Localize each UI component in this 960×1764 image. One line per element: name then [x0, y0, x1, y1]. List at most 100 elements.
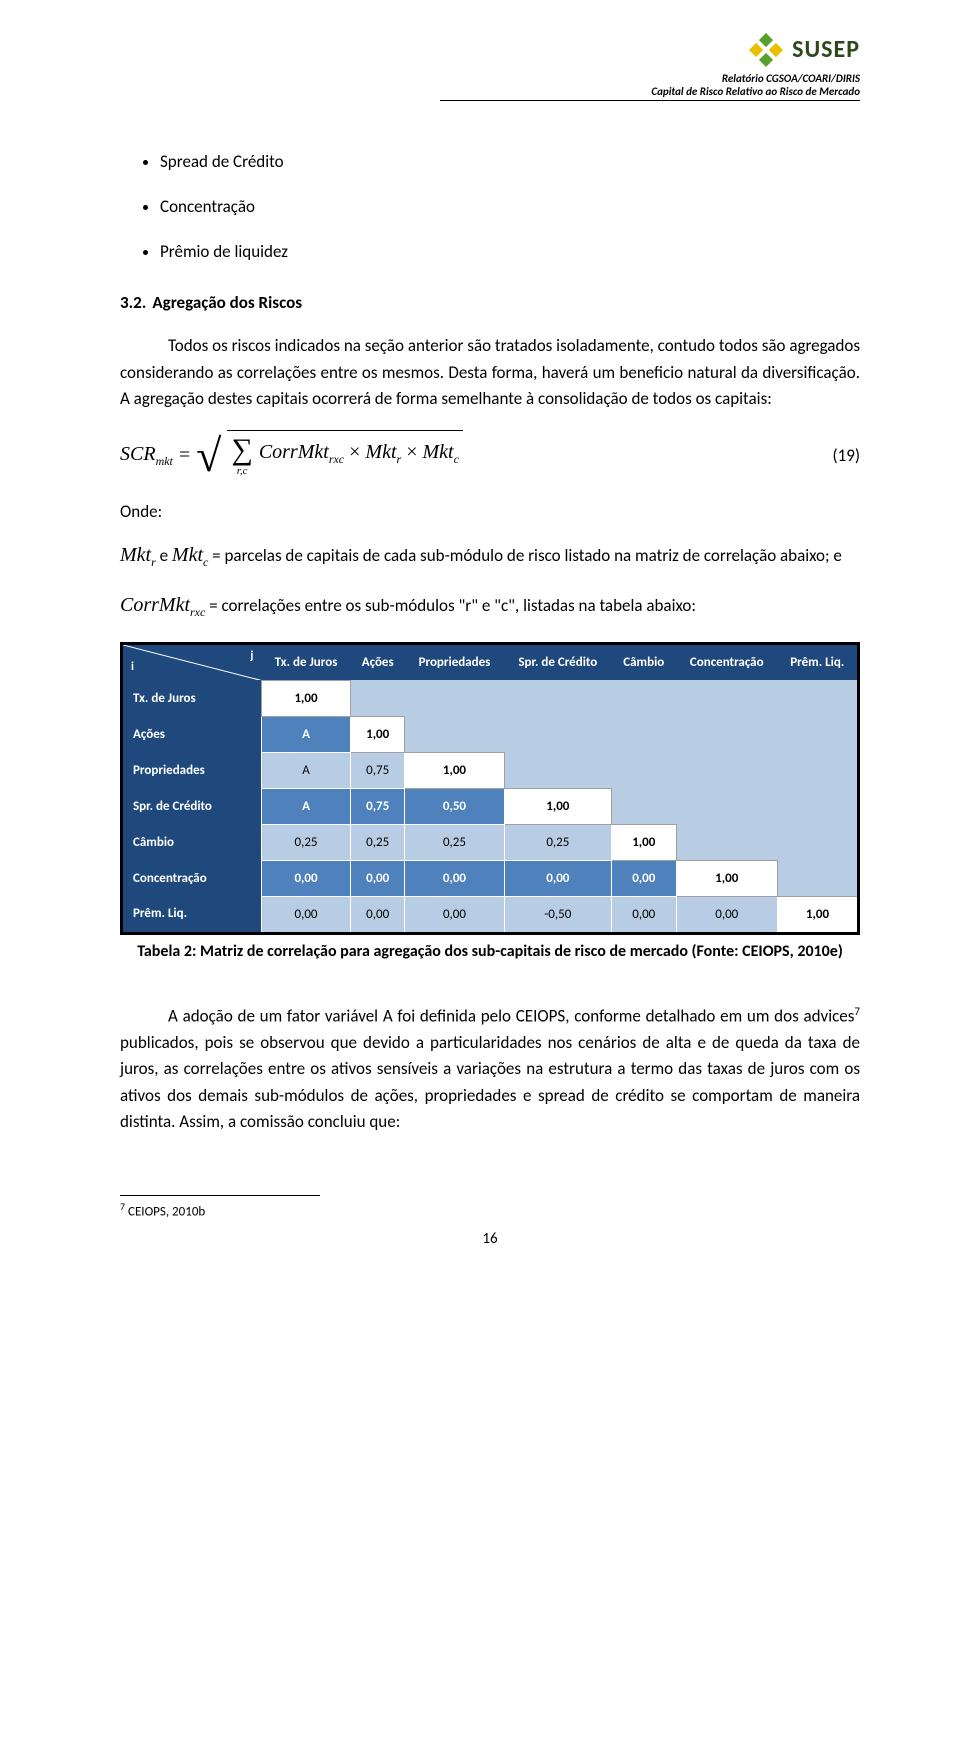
table-cell: 1,00	[351, 716, 405, 752]
table-row: Prêm. Liq.0,000,000,00-0,500,000,001,00	[122, 896, 859, 933]
table-cell	[676, 824, 777, 860]
row-header: Spr. de Crédito	[122, 788, 262, 824]
footnote: 7 CEIOPS, 2010b	[120, 1200, 860, 1219]
table-cell	[405, 680, 504, 716]
row-header: Tx. de Juros	[122, 680, 262, 716]
table-cell	[777, 860, 858, 896]
col-header: Ações	[351, 643, 405, 680]
table-row: AçõesA1,00	[122, 716, 859, 752]
table-cell	[676, 716, 777, 752]
bullet-item: Prêmio de liquidez	[160, 241, 860, 262]
formula-lhs: SCRmkt	[120, 443, 173, 469]
table-cell	[612, 752, 677, 788]
table-cell: 1,00	[777, 896, 858, 933]
table-cell	[612, 788, 677, 824]
para2-rest: = parcelas de capitais de cada sub-módul…	[208, 545, 842, 566]
table-header-row: i j Tx. de Juros Ações Propriedades Spr.…	[122, 643, 859, 680]
equation-number: (19)	[832, 445, 860, 466]
table-cell: -0,50	[504, 896, 611, 933]
term3: Mkt	[422, 441, 453, 463]
col-header: Concentração	[676, 643, 777, 680]
table-cell: 0,75	[351, 788, 405, 824]
e-joiner: e	[156, 545, 172, 566]
sigma-sub: r,c	[237, 465, 248, 477]
table-cell: 0,00	[405, 860, 504, 896]
table-cell: 0,00	[612, 860, 677, 896]
table-cell: 0,50	[405, 788, 504, 824]
formula-lhs-sub: mkt	[156, 454, 173, 468]
table-cell: 1,00	[405, 752, 504, 788]
row-header: Ações	[122, 716, 262, 752]
paragraph-2: Mktr e Mktc = parcelas de capitais de ca…	[120, 540, 860, 572]
row-header: Propriedades	[122, 752, 262, 788]
table-cell: 0,25	[351, 824, 405, 860]
susep-logo-icon	[746, 30, 786, 70]
row-header: Prêm. Liq.	[122, 896, 262, 933]
table-cell: 0,00	[351, 860, 405, 896]
header-corner: i j	[122, 643, 262, 680]
table-cell: A	[262, 788, 351, 824]
para4-rest: publicados, pois se observou que devido …	[120, 1032, 860, 1132]
col-header: Tx. de Juros	[262, 643, 351, 680]
table-cell: 0,00	[504, 860, 611, 896]
table-cell	[612, 716, 677, 752]
table-row: Concentração0,000,000,000,000,001,00	[122, 860, 859, 896]
corner-j: j	[250, 649, 253, 663]
table-cell: 1,00	[676, 860, 777, 896]
header-line2: Capital de Risco Relativo ao Risco de Me…	[440, 85, 860, 98]
sqrt-body: ∑ r,c CorrMktrxc × Mktr × Mktc	[227, 430, 462, 481]
paragraph-3: CorrMktrxc = correlações entre os sub-mó…	[120, 590, 860, 622]
bullet-item: Concentração	[160, 196, 860, 217]
col-header: Spr. de Crédito	[504, 643, 611, 680]
mkt-c: Mktc	[172, 544, 208, 566]
bullet-list: Spread de Crédito Concentração Prêmio de…	[120, 151, 860, 262]
table-cell	[504, 680, 611, 716]
mkt-sym: Mkt	[120, 544, 151, 566]
table-row: Câmbio0,250,250,250,251,00	[122, 824, 859, 860]
table-cell: 0,00	[612, 896, 677, 933]
table-cell: 0,00	[262, 860, 351, 896]
table-cell	[612, 680, 677, 716]
table-cell	[676, 752, 777, 788]
section-title: Agregação dos Riscos	[152, 292, 302, 313]
correlation-table: i j Tx. de Juros Ações Propriedades Spr.…	[120, 642, 860, 935]
row-header: Concentração	[122, 860, 262, 896]
table-cell	[504, 716, 611, 752]
corrmkt-sub: rxc	[190, 605, 205, 619]
term1-sub: rxc	[329, 452, 344, 466]
mkt-r: Mktr	[120, 544, 156, 566]
corrmkt: CorrMktrxc	[120, 594, 205, 616]
table-cell	[777, 680, 858, 716]
table-cell: 1,00	[262, 680, 351, 716]
table-cell: 1,00	[504, 788, 611, 824]
table-row: Tx. de Juros1,00	[122, 680, 859, 716]
table-row: PropriedadesA0,751,00	[122, 752, 859, 788]
header-block: SUSEP Relatório CGSOA/COARI/DIRIS Capita…	[440, 30, 860, 101]
mkt-sym2: Mkt	[172, 544, 203, 566]
paragraph-4: A adoção de um fator variável A foi defi…	[120, 1003, 860, 1135]
table-cell: 1,00	[612, 824, 677, 860]
row-header: Câmbio	[122, 824, 262, 860]
sigma-block: ∑ r,c	[231, 435, 252, 477]
page-number: 16	[120, 1230, 860, 1248]
header-line1: Relatório CGSOA/COARI/DIRIS	[440, 72, 860, 85]
table-cell	[777, 716, 858, 752]
para4-sup: 7	[854, 1005, 860, 1018]
bullet-item: Spread de Crédito	[160, 151, 860, 172]
table-cell: A	[262, 716, 351, 752]
section-heading: 3.2. Agregação dos Riscos	[120, 292, 860, 313]
formula-lhs-sym: SCR	[120, 443, 156, 465]
table-cell: 0,25	[504, 824, 611, 860]
table-cell: 0,00	[676, 896, 777, 933]
table-row: Spr. de CréditoA0,750,501,00	[122, 788, 859, 824]
formula: SCRmkt = √ ∑ r,c CorrMktrxc × Mktr × Mkt…	[120, 430, 463, 481]
section-number: 3.2.	[120, 292, 146, 313]
times-icon: ×	[406, 441, 417, 463]
table-cell	[504, 752, 611, 788]
logo-text: SUSEP	[792, 36, 860, 65]
table-cell	[351, 680, 405, 716]
sigma-icon: ∑	[231, 435, 252, 465]
para4-start: A adoção de um fator variável A foi defi…	[168, 1006, 854, 1027]
col-header: Câmbio	[612, 643, 677, 680]
header-rule	[440, 100, 860, 101]
